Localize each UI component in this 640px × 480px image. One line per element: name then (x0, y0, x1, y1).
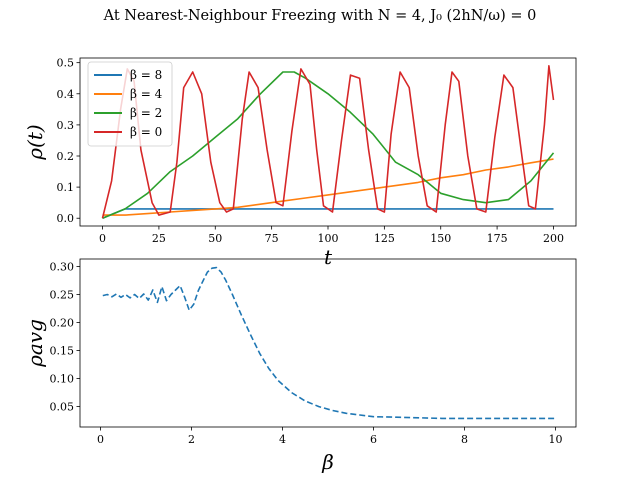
x-tick-label: 2 (188, 433, 195, 446)
x-tick-label: 150 (430, 232, 451, 245)
legend-box (87, 61, 173, 147)
x-tick-label: 0 (99, 232, 106, 245)
y-tick-label: 0.0 (57, 212, 75, 225)
x-tick-label: 50 (208, 232, 222, 245)
legend-entry: β = 4 (130, 87, 163, 101)
y-tick-label: 0.2 (57, 150, 75, 163)
y-tick-label: 0.25 (50, 289, 75, 302)
series-line-1-2 (102, 158, 554, 216)
figure-title: At Nearest-Neighbour Freezing with N = 4… (103, 8, 537, 24)
y-tick-label: 0.30 (50, 261, 75, 274)
y-tick-label: 0.20 (50, 317, 75, 330)
y-axis-label: ρ(t) (23, 124, 47, 160)
x-tick-label: 200 (543, 232, 564, 245)
x-tick-label: 6 (370, 433, 377, 446)
x-tick-label: 4 (279, 433, 286, 446)
y-tick-label: 0.4 (57, 88, 75, 101)
x-tick-label: 8 (461, 433, 468, 446)
x-axis-label: t (324, 245, 333, 269)
x-tick-label: 175 (487, 232, 508, 245)
x-axis-label: β (321, 450, 334, 474)
y-tick-label: 0.10 (50, 373, 75, 386)
x-tick-label: 75 (265, 232, 279, 245)
series-line-2-1 (102, 266, 556, 420)
x-tick-label: 100 (318, 232, 339, 245)
y-tick-label: 0.1 (57, 181, 75, 194)
x-tick-label: 25 (152, 232, 166, 245)
series-line-1-3 (102, 71, 555, 219)
x-tick-label: 10 (549, 433, 563, 446)
x-tick-label: 0 (97, 433, 104, 446)
axes-rho-avg-vs-beta: 0 2 4 6 8 10 0.05 0.10 0.15 0.20 0.25 0.30 β ρavg (23, 258, 577, 474)
x-tick-label: 125 (374, 232, 395, 245)
axes-rho-vs-t: 0 25 50 75 100 125 150 175 200 0.0 0.1 0.2 0.3 0.4 0.5… (23, 57, 577, 269)
y-axis-label: ρavg (23, 319, 47, 368)
y-tick-label: 0.3 (57, 119, 75, 132)
y-tick-label: 0.05 (50, 401, 75, 414)
legend-entry: β = 0 (130, 125, 162, 139)
legend-entry: β = 8 (130, 68, 162, 82)
y-tick-label: 0.15 (50, 345, 75, 358)
y-tick-label: 0.5 (57, 57, 75, 70)
series-line-1-4 (101, 65, 555, 219)
legend-entry: β = 2 (130, 106, 162, 120)
axes-frame (79, 258, 577, 428)
